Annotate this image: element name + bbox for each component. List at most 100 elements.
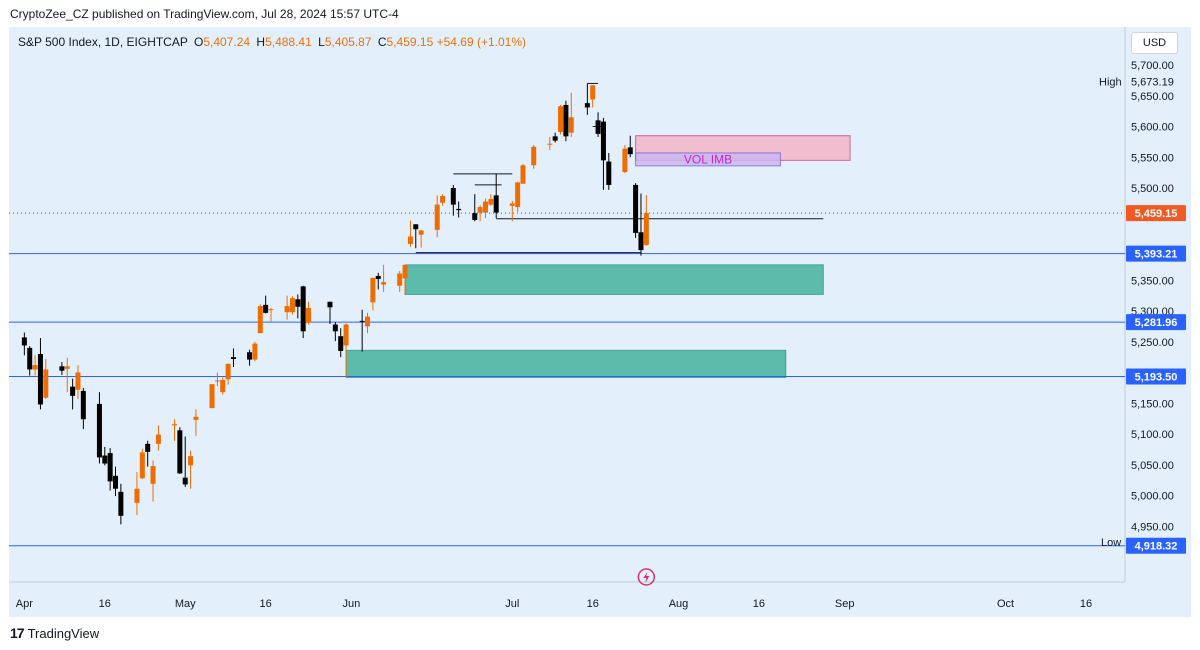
candle-body[interactable] <box>413 224 419 230</box>
candle-body[interactable] <box>182 477 188 485</box>
candle-body[interactable] <box>643 213 649 246</box>
candle-body[interactable] <box>370 277 376 303</box>
candle-body[interactable] <box>220 379 226 393</box>
candle-body[interactable] <box>407 236 413 244</box>
candle-body[interactable] <box>482 201 488 213</box>
candle-body[interactable] <box>59 366 65 371</box>
candle-body[interactable] <box>306 307 312 323</box>
candle-body[interactable] <box>327 301 333 308</box>
candle-body[interactable] <box>558 106 564 133</box>
candle-body[interactable] <box>268 309 274 311</box>
candle-body[interactable] <box>139 452 145 479</box>
candle-body[interactable] <box>515 182 521 208</box>
candle-body[interactable] <box>300 286 306 332</box>
candle-body[interactable] <box>531 146 537 166</box>
publisher-line: CryptoZee_CZ published on TradingView.co… <box>10 7 399 21</box>
candle-body[interactable] <box>118 491 124 516</box>
candle-body[interactable] <box>450 188 456 205</box>
candle-body[interactable] <box>477 207 483 213</box>
candle-body[interactable] <box>434 204 440 230</box>
candle-body[interactable] <box>520 165 526 184</box>
candle-body[interactable] <box>381 282 387 285</box>
candle-body[interactable] <box>338 336 344 351</box>
candle-body[interactable] <box>509 203 515 206</box>
candle-body[interactable] <box>247 352 253 360</box>
candle-body[interactable] <box>171 424 177 426</box>
candle-body[interactable] <box>21 337 27 346</box>
candle-body[interactable] <box>456 208 462 211</box>
y-tick-label: 5,250.00 <box>1131 337 1174 349</box>
candle-body[interactable] <box>37 354 43 405</box>
candle-body[interactable] <box>295 299 301 307</box>
candle-body[interactable] <box>627 147 633 155</box>
candlestick-chart[interactable]: 5,700.00 5,650.00 5,600.00 5,550.00 5,500.00… <box>9 27 1191 617</box>
level-price-badge: 5,393.21 <box>1135 249 1178 261</box>
candle-body[interactable] <box>252 343 258 360</box>
footer-brand[interactable]: 17 TradingView <box>10 625 99 641</box>
candle-body[interactable] <box>600 121 606 161</box>
candle-body[interactable] <box>606 161 612 185</box>
candle-body[interactable] <box>568 117 574 133</box>
candle-body[interactable] <box>633 184 639 233</box>
candle-body[interactable] <box>145 443 151 452</box>
candle-body[interactable] <box>332 324 338 332</box>
candle-body[interactable] <box>440 195 446 203</box>
candle-body[interactable] <box>365 316 371 327</box>
candle-body[interactable] <box>80 390 86 420</box>
candle-body[interactable] <box>397 273 403 286</box>
x-tick-label: Jul <box>505 598 519 610</box>
candle-body[interactable] <box>343 324 349 346</box>
candle-body[interactable] <box>214 380 220 382</box>
high-label: High <box>1099 76 1122 88</box>
candle-body[interactable] <box>102 455 108 464</box>
candle-body[interactable] <box>70 386 76 396</box>
low-label: Low <box>1101 537 1121 549</box>
candle-body[interactable] <box>177 430 183 474</box>
candle-body[interactable] <box>64 366 70 369</box>
candle-body[interactable] <box>590 85 596 100</box>
candle-body[interactable] <box>193 416 199 420</box>
candle-body[interactable] <box>257 306 263 334</box>
candle-body[interactable] <box>27 347 33 370</box>
candle-body[interactable] <box>230 357 236 359</box>
candle-body[interactable] <box>43 369 49 398</box>
close-value: 5,459.15 <box>386 35 434 49</box>
candle-body[interactable] <box>547 143 553 145</box>
y-tick-label: 5,600.00 <box>1131 122 1174 134</box>
candle-body[interactable] <box>488 199 494 205</box>
currency-button[interactable]: USD <box>1131 32 1178 54</box>
candle-body[interactable] <box>595 120 601 134</box>
candle-body[interactable] <box>375 275 381 280</box>
candle-body[interactable] <box>225 363 231 380</box>
candle-body[interactable] <box>209 384 215 409</box>
candle-body[interactable] <box>32 365 38 370</box>
candle-body[interactable] <box>75 372 81 390</box>
event-icon[interactable] <box>637 568 656 586</box>
candle-body[interactable] <box>472 213 478 220</box>
candle-body[interactable] <box>107 453 113 482</box>
chart-area[interactable]: 5,700.00 5,650.00 5,600.00 5,550.00 5,500.00… <box>9 27 1191 617</box>
demand-zone[interactable] <box>404 264 824 295</box>
supply-zone[interactable] <box>635 152 781 167</box>
candle-body[interactable] <box>622 148 628 173</box>
candle-body[interactable] <box>563 104 569 137</box>
candle-body[interactable] <box>113 475 119 489</box>
demand-zone[interactable] <box>345 349 787 378</box>
candle-body[interactable] <box>493 195 499 213</box>
candle-body[interactable] <box>552 136 558 141</box>
y-tick-label: 4,950.00 <box>1131 521 1174 533</box>
candle-body[interactable] <box>155 434 161 444</box>
y-tick-label: 5,100.00 <box>1131 429 1174 441</box>
candle-body[interactable] <box>289 298 295 313</box>
candle-body[interactable] <box>418 230 424 235</box>
candle-body[interactable] <box>150 465 156 484</box>
candle-body[interactable] <box>359 320 365 322</box>
candle-body[interactable] <box>188 456 194 466</box>
candle-body[interactable] <box>134 488 140 503</box>
candle-body[interactable] <box>263 304 269 313</box>
candle-body[interactable] <box>402 264 408 279</box>
candle-body[interactable] <box>638 232 644 251</box>
candle-body[interactable] <box>284 306 290 313</box>
candle-body[interactable] <box>584 103 590 108</box>
candle-body[interactable] <box>96 403 102 458</box>
